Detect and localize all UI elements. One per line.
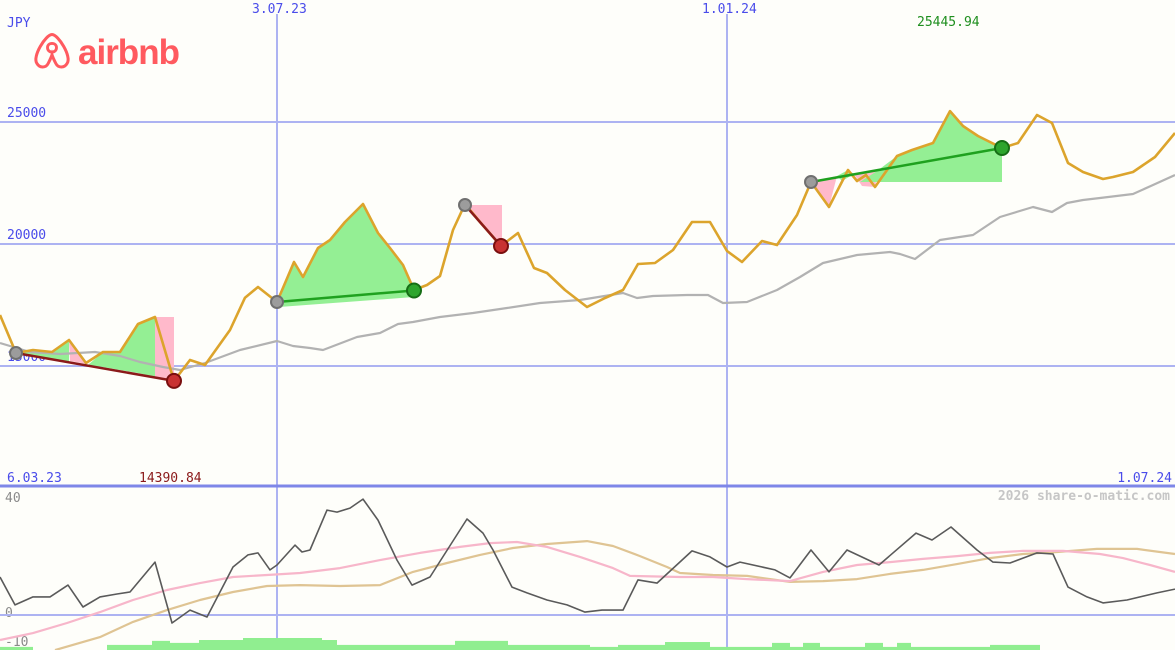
airbnb-logo: airbnb — [30, 28, 180, 78]
histogram-bar — [243, 638, 322, 650]
currency-label: JPY — [7, 16, 31, 31]
histogram-bar — [590, 646, 618, 650]
date-range-start-label: 6.03.23 — [7, 471, 62, 486]
indicator-tick-label: 0 — [5, 606, 13, 621]
histogram-bar — [803, 642, 820, 650]
histogram-bar — [322, 640, 337, 650]
airbnb-logo-text: airbnb — [78, 33, 180, 72]
histogram-bar — [170, 642, 199, 650]
histogram-bar — [883, 646, 897, 650]
swing-high-label: 25445.94 — [917, 15, 980, 30]
trend-segment-up — [810, 146, 1003, 184]
trend-segment-down — [464, 204, 502, 247]
histogram-bar — [199, 640, 243, 650]
swing-fill-up — [279, 204, 414, 307]
swing-end-dot — [406, 282, 422, 299]
histogram-bar — [0, 646, 33, 650]
histogram-bar — [618, 644, 665, 650]
price-line — [0, 109, 1175, 383]
histogram-bar — [772, 642, 790, 650]
indicator-signal-pink-line — [0, 540, 1175, 642]
price-tick-label: 25000 — [7, 106, 47, 121]
moving-average-line — [0, 173, 1175, 372]
swing-start-dot — [458, 198, 472, 213]
swing-end-dot — [493, 238, 509, 255]
histogram-bar — [865, 642, 883, 650]
swing-low-label: 14390.84 — [139, 471, 202, 486]
swing-start-dot — [9, 345, 23, 360]
trend-segment-up — [276, 289, 415, 304]
histogram-bar — [897, 642, 911, 650]
histogram-bar — [820, 646, 865, 650]
histogram-bar — [710, 646, 772, 650]
histogram-bar — [107, 644, 152, 650]
date-range-end-label: 1.07.24 — [1117, 471, 1172, 486]
swing-end-dot — [166, 372, 182, 389]
histogram-bar — [911, 646, 990, 650]
price-tick-label: 20000 — [7, 228, 47, 243]
indicator-main-line — [0, 498, 1175, 624]
indicator-signal-tan-line — [54, 539, 1175, 650]
trend-segment-down — [15, 351, 175, 383]
histogram-bar — [508, 644, 590, 650]
histogram-bar — [455, 640, 508, 650]
histogram-bar — [790, 646, 803, 650]
swing-start-dot — [270, 294, 284, 309]
date-gridline-label: 3.07.23 — [252, 2, 307, 17]
watermark: 2026 share-o-matic.com — [997, 489, 1170, 504]
histogram-bar — [990, 644, 1040, 650]
swing-end-dot — [994, 140, 1010, 157]
airbnb-belo-icon — [30, 28, 74, 78]
indicator-tick-label: 40 — [5, 491, 21, 506]
histogram-bar — [152, 640, 170, 650]
histogram-bar — [665, 642, 710, 650]
swing-start-dot — [804, 174, 818, 189]
histogram-bar — [337, 644, 455, 650]
date-gridline-label: 1.01.24 — [702, 2, 757, 17]
